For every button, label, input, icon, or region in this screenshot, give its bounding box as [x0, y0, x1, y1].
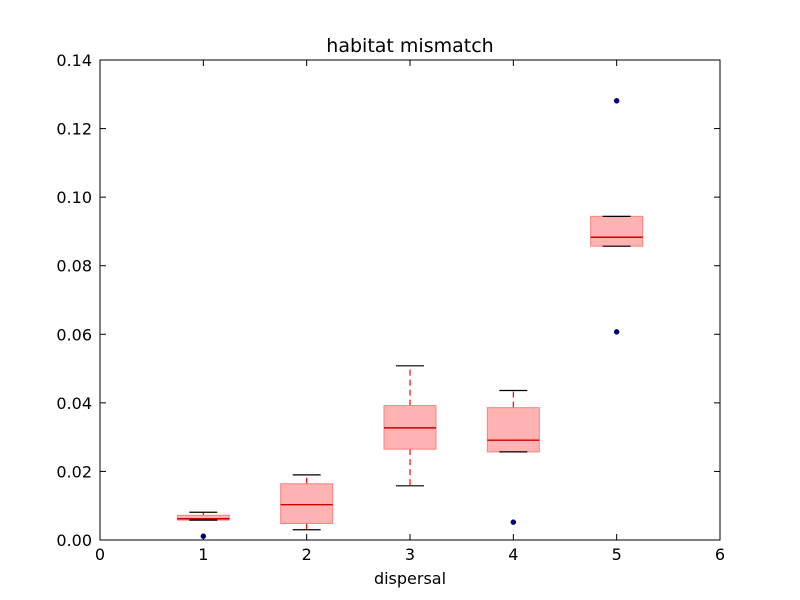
box-group-4 [486, 389, 540, 525]
box-iqr [590, 215, 644, 247]
x-tick-label: 0 [95, 545, 105, 564]
y-tick-label: 0.00 [56, 531, 92, 550]
box-group-2 [280, 474, 334, 531]
y-tick-label: 0.06 [56, 325, 92, 344]
y-tick-label: 0.10 [56, 188, 92, 207]
plot-frame [99, 59, 721, 541]
y-tick-label: 0.04 [56, 394, 92, 413]
outlier-point [613, 329, 620, 335]
outlier-point [510, 519, 517, 525]
y-tick-label: 0.12 [56, 120, 92, 139]
box-group-3 [383, 365, 437, 487]
x-axis-label: dispersal [374, 569, 446, 588]
y-tick-label: 0.08 [56, 257, 92, 276]
x-tick-label: 4 [508, 545, 518, 564]
plot-marks [176, 98, 644, 539]
y-tick-label: 0.02 [56, 462, 92, 481]
x-tick-label: 5 [612, 545, 622, 564]
chart-title: habitat mismatch [326, 35, 493, 57]
x-tick-label: 6 [715, 545, 725, 564]
axes-ticks: 0 1 2 3 4 5 6 0.00 0.02 0.04 0.06 0.08 0.10 0.12 0.14 [56, 51, 725, 564]
box-group-5 [590, 98, 644, 335]
box-iqr [486, 407, 540, 453]
outlier-point [613, 98, 620, 104]
box-group-1 [176, 511, 230, 539]
x-tick-label: 2 [302, 545, 312, 564]
x-tick-label: 1 [198, 545, 208, 564]
x-tick-label: 3 [405, 545, 415, 564]
box-iqr [280, 483, 334, 525]
y-tick-label: 0.14 [56, 51, 92, 70]
